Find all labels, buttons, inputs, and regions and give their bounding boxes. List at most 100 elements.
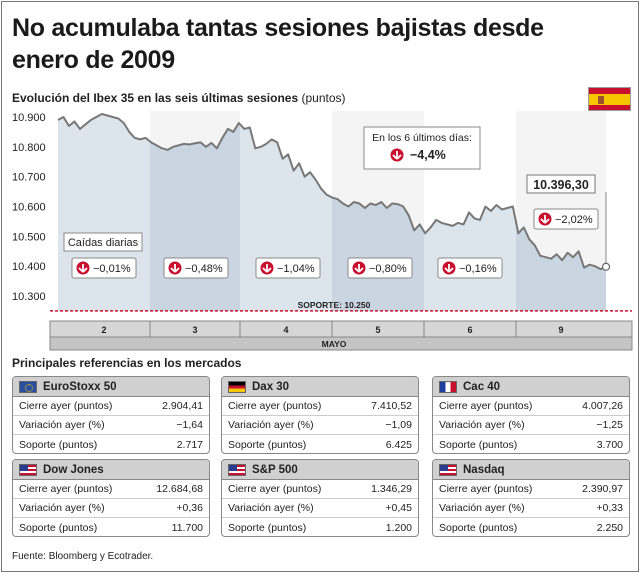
down-arrow-glyph <box>170 264 180 273</box>
france-flag-icon <box>439 380 457 393</box>
daily-change-2-box <box>71 257 137 279</box>
market-row: Soporte (puntos) 2.717 <box>13 435 209 453</box>
y-tick-label: 10.800 <box>12 142 46 154</box>
market-row-label: Variación ayer (%) <box>19 419 105 431</box>
market-row-label: Cierre ayer (puntos) <box>19 400 113 412</box>
market-name: EuroStoxx 50 <box>43 380 117 393</box>
market-name: Cac 40 <box>463 380 501 393</box>
y-tick-label: 10.600 <box>12 202 46 214</box>
x-tick-label: 9 <box>558 325 563 335</box>
market-row: Cierre ayer (puntos) 2.390,97 <box>433 480 629 499</box>
market-row: Cierre ayer (puntos) 2.904,41 <box>13 397 209 416</box>
x-axis-month-label: MAYO <box>322 339 347 349</box>
market-row-label: Cierre ayer (puntos) <box>228 483 322 495</box>
y-tick-label: 10.500 <box>12 231 46 243</box>
daily-change-6-box <box>437 257 503 279</box>
market-row-value: −1,25 <box>596 419 623 431</box>
daily-change-3-label: −0,48% <box>185 263 223 275</box>
market-card-header: Nasdaq <box>433 460 629 480</box>
market-row-label: Cierre ayer (puntos) <box>439 400 533 412</box>
market-row: Soporte (puntos) 1.200 <box>222 518 418 536</box>
market-row-label: Cierre ayer (puntos) <box>439 483 533 495</box>
y-tick-label: 10.900 <box>12 112 46 124</box>
market-card: Cac 40 Cierre ayer (puntos) 4.007,26 Variac… <box>432 376 630 454</box>
market-row-value: 11.700 <box>171 521 203 534</box>
market-row-value: 3.700 <box>596 438 623 451</box>
market-row-label: Variación ayer (%) <box>439 502 525 514</box>
market-row: Variación ayer (%) +0,33 <box>433 499 629 518</box>
usa-flag-icon <box>439 463 457 476</box>
daily-change-3-box <box>163 257 229 279</box>
subtitle-text: Evolución del Ibex 35 en las seis última… <box>12 91 299 105</box>
market-row-value: +0,33 <box>596 502 623 514</box>
market-card: Nasdaq Cierre ayer (puntos) 2.390,97 Variac… <box>432 459 630 537</box>
daily-change-4-box <box>255 257 321 279</box>
x-tick-label: 3 <box>192 325 197 335</box>
market-row-value: 1.346,29 <box>371 483 412 495</box>
x-tick-label: 6 <box>467 325 472 335</box>
market-row-label: Variación ayer (%) <box>439 419 525 431</box>
eu-flag-icon <box>19 380 37 393</box>
down-arrow-glyph <box>444 264 454 273</box>
x-tick-label: 4 <box>283 325 288 335</box>
daily-change-9-label: −2,02% <box>555 214 593 226</box>
market-row: Variación ayer (%) +0,36 <box>13 499 209 518</box>
source-note: Fuente: Bloomberg y Ecotrader. <box>12 551 154 562</box>
market-row-value: 12.684,68 <box>156 483 203 495</box>
market-name: Nasdaq <box>463 463 505 476</box>
markets-title: Principales referencias en los mercados <box>12 356 242 370</box>
y-tick-label: 10.300 <box>12 291 46 303</box>
germany-flag-icon <box>228 380 246 393</box>
market-row-value: 7.410,52 <box>371 400 412 412</box>
market-card-header: Cac 40 <box>433 377 629 397</box>
market-row-value: 2.250 <box>596 521 623 534</box>
last-value-label: 10.396,30 <box>533 178 589 192</box>
daily-change-5-label: −0,80% <box>369 263 407 275</box>
total-change-title: En los 6 últimos días: <box>372 132 472 144</box>
market-row-label: Soporte (puntos) <box>19 521 98 534</box>
daily-change-6-label: −0,16% <box>459 263 497 275</box>
x-axis-day-bar <box>49 320 633 338</box>
daily-label-box <box>63 232 143 252</box>
market-row-value: 2.390,97 <box>582 483 623 495</box>
market-card: Dow Jones Cierre ayer (puntos) 12.684,68 Va… <box>12 459 210 537</box>
market-name: Dow Jones <box>43 463 104 476</box>
down-arrow-glyph <box>78 264 88 273</box>
support-label: SOPORTE: 10.250 <box>298 300 371 310</box>
market-row-value: +0,45 <box>385 502 412 514</box>
down-arrow-glyph <box>262 264 272 273</box>
market-row-value: 6.425 <box>385 438 412 451</box>
y-tick-label: 10.700 <box>12 172 46 184</box>
market-card-header: Dax 30 <box>222 377 418 397</box>
ibex-series-line <box>57 113 607 271</box>
ibex-chart: 10.900 10.800 10.700 10.600 10.500 10.400 10.3… <box>12 111 633 351</box>
usa-flag-icon <box>228 463 246 476</box>
market-row-label: Variación ayer (%) <box>228 419 314 431</box>
market-row-value: +0,36 <box>176 502 203 514</box>
chart-subtitle: Evolución del Ibex 35 en las seis última… <box>12 91 346 105</box>
headline: No acumulaba tantas sesiones bajistas de… <box>12 14 544 74</box>
subtitle-unit: (puntos) <box>301 91 346 105</box>
market-row: Cierre ayer (puntos) 7.410,52 <box>222 397 418 416</box>
spain-flag-icon <box>588 87 631 111</box>
market-row-label: Soporte (puntos) <box>228 438 307 451</box>
x-axis-month-bar <box>49 336 633 351</box>
market-row-label: Variación ayer (%) <box>228 502 314 514</box>
down-arrow-glyph <box>354 264 364 273</box>
market-row-value: 2.904,41 <box>162 400 203 412</box>
market-row-value: 4.007,26 <box>582 400 623 412</box>
daily-change-9-box <box>533 208 599 230</box>
down-arrow-glyph <box>540 215 550 224</box>
market-row: Cierre ayer (puntos) 4.007,26 <box>433 397 629 416</box>
market-row: Cierre ayer (puntos) 12.684,68 <box>13 480 209 499</box>
market-row-label: Soporte (puntos) <box>439 521 518 534</box>
down-arrow-glyph <box>392 151 402 160</box>
daily-label: Caídas diarias <box>68 237 139 249</box>
daily-change-5-box <box>347 257 413 279</box>
x-tick-label: 5 <box>375 325 380 335</box>
market-row: Variación ayer (%) −1,25 <box>433 416 629 435</box>
market-row-label: Soporte (puntos) <box>228 521 307 534</box>
market-card-header: S&P 500 <box>222 460 418 480</box>
market-row-label: Soporte (puntos) <box>439 438 518 451</box>
